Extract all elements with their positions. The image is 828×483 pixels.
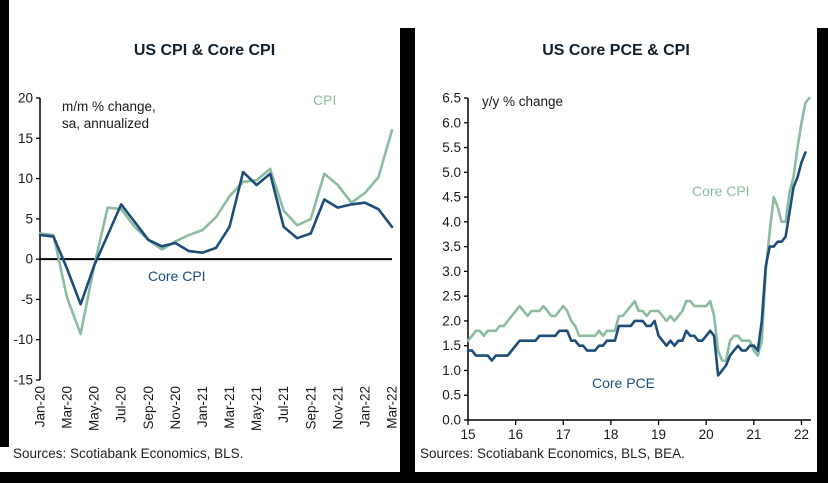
x-tick-label: Jan-21 — [195, 386, 210, 427]
annotation-line-1: m/m % change, — [62, 99, 156, 114]
y-tick-label: 0 — [25, 252, 33, 267]
divider-bar-right — [817, 28, 828, 483]
divider-bar-middle — [400, 28, 415, 483]
divider-bar-left — [0, 0, 9, 447]
y-tick-label: -10 — [13, 332, 33, 347]
left-chart-annotation: m/m % change, sa, annualized — [62, 98, 156, 132]
x-tick-label: Jul-21 — [276, 386, 291, 423]
x-tick-label: 17 — [556, 427, 571, 442]
y-tick-label: 4.0 — [442, 214, 461, 229]
cpi-line — [38, 128, 394, 336]
y-tick-label: 5.5 — [442, 140, 461, 155]
core-cpi-series-label: Core CPI — [148, 268, 206, 284]
pce-chart-canvas: 6.5 6.0 5.5 5.0 4.5 4.0 3.5 3.0 2.5 2.0 1.5 1.0 0.5 0… — [442, 91, 811, 442]
y-tick-label: 0.0 — [442, 413, 461, 428]
x-tick-label: Jan-20 — [33, 386, 48, 427]
core-pce-line — [466, 151, 807, 377]
y-tick-label: 1.5 — [442, 338, 461, 353]
core-cpi-right-series-label: Core CPI — [692, 183, 750, 199]
x-tick-label: 22 — [794, 427, 809, 442]
core-pce-series-label: Core PCE — [592, 375, 656, 391]
y-tick-label: 0.5 — [442, 388, 461, 403]
y-tick-label: 3.5 — [442, 239, 461, 254]
y-tick-label: 2.5 — [442, 289, 461, 304]
y-tick-label: 5 — [25, 211, 33, 226]
y-tick-label: 6.5 — [442, 91, 461, 106]
y-tick-label: 10 — [18, 171, 33, 186]
y-tick-label: 5.0 — [442, 165, 461, 180]
x-tick-label: 16 — [508, 427, 523, 442]
annotation-line-1: y/y % change — [482, 94, 564, 109]
x-tick-label: Mar-21 — [222, 386, 237, 429]
y-tick-label: -5 — [21, 292, 33, 307]
right-chart-source: Sources: Scotiabank Economics, BLS, BEA. — [420, 446, 685, 461]
x-tick-label: 15 — [460, 427, 475, 442]
right-chart-annotation: y/y % change — [482, 93, 563, 110]
right-chart-title: US Core PCE & CPI — [542, 42, 690, 59]
x-tick-label: 21 — [746, 427, 761, 442]
y-tick-label: 3.0 — [442, 264, 461, 279]
left-chart-title: US CPI & Core CPI — [133, 42, 276, 59]
x-tick-label: Sep-20 — [141, 386, 156, 430]
x-tick-label: 18 — [603, 427, 618, 442]
x-tick-label: Jan-22 — [357, 386, 372, 427]
y-tick-label: 1.0 — [442, 363, 461, 378]
x-tick-label: Sep-21 — [303, 386, 318, 430]
x-tick-label: Nov-21 — [330, 386, 345, 430]
y-tick-label: -15 — [13, 373, 33, 388]
divider-bar-bottom — [0, 472, 828, 483]
x-tick-label: 19 — [651, 427, 666, 442]
x-tick-label: Mar-20 — [60, 386, 75, 429]
y-tick-label: 4.5 — [442, 190, 461, 205]
x-tick-label: 20 — [699, 427, 714, 442]
x-tick-label: Nov-20 — [168, 386, 183, 430]
core-cpi-line — [38, 170, 394, 306]
x-tick-label: Jul-20 — [114, 386, 129, 423]
y-tick-label: 20 — [18, 91, 33, 106]
x-tick-label: May-21 — [249, 386, 264, 431]
annotation-line-2: sa, annualized — [62, 116, 150, 131]
core-cpi-line — [466, 96, 811, 362]
x-tick-label: May-20 — [87, 386, 102, 431]
left-chart-source: Sources: Scotiabank Economics, BLS. — [13, 446, 244, 461]
y-tick-label: 15 — [18, 131, 33, 146]
cpi-series-label: CPI — [313, 92, 337, 108]
x-tick-label: Mar-22 — [385, 386, 400, 429]
y-tick-label: 2.0 — [442, 313, 461, 328]
y-tick-label: 6.0 — [442, 115, 461, 130]
